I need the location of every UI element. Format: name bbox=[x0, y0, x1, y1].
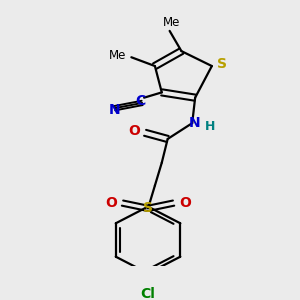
Text: H: H bbox=[205, 120, 215, 133]
Text: N: N bbox=[188, 116, 200, 130]
Text: N: N bbox=[109, 103, 121, 117]
Text: C: C bbox=[135, 94, 145, 108]
Text: O: O bbox=[179, 196, 191, 210]
Text: O: O bbox=[128, 124, 140, 138]
Text: O: O bbox=[105, 196, 117, 210]
Text: Me: Me bbox=[163, 16, 180, 28]
Text: Me: Me bbox=[109, 49, 126, 62]
Text: S: S bbox=[217, 57, 226, 71]
Text: Cl: Cl bbox=[141, 286, 155, 300]
Text: S: S bbox=[143, 201, 153, 215]
